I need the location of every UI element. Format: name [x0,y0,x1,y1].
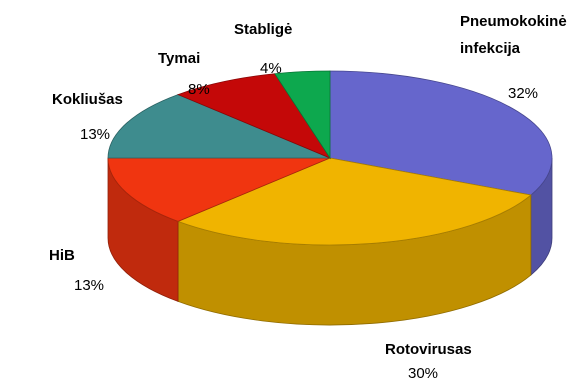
slice-value-kokliusas: 13% [80,126,111,143]
pie-slices [107,70,553,246]
slice-value-stablige: 4% [260,60,282,77]
slice-value-hib: 13% [74,277,105,294]
pie-sides [107,157,553,326]
slice-label-tymai: Tymai [158,50,201,67]
slice-value-tymai: 8% [188,81,210,98]
pie-slice-tymai [176,73,332,159]
slice-label-pneumokokine: Pneumokokinė infekcija [460,12,567,58]
slice-label-stablige: Stabligė [234,21,293,38]
pie-slice-hib [107,157,331,222]
pie-slice-stablige [274,70,331,160]
slice-value-pneumokokine: 32% [508,85,539,102]
slice-label-kokliusas: Kokliušas [52,91,123,108]
slice-value-rotovirusas: 30% [408,365,439,382]
slice-label-hib: HiB [49,247,75,264]
pie-slice-kokliusas [107,94,331,159]
pie-slice-rotovirusas [176,157,532,246]
slice-label-rotovirusas: Rotovirusas [385,341,472,358]
slice-label-pneumokokine-line2: infekcija [460,40,521,57]
slice-label-pneumokokine-line1: Pneumokokinė [460,13,567,30]
pie-slice-pneumokokine [329,70,553,196]
